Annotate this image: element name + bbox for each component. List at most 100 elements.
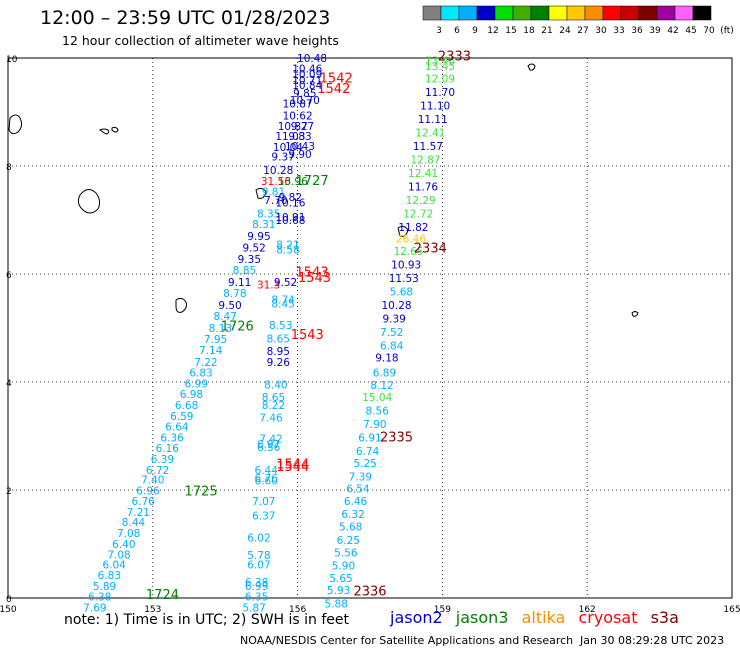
wave-height-label: 6.83 xyxy=(98,570,121,582)
wave-height-label: 7.69 xyxy=(83,603,106,615)
scale-label: 27 xyxy=(577,26,588,35)
wave-height-label: 10.62 xyxy=(283,111,313,123)
x-tick-label: 165 xyxy=(723,605,740,615)
wave-height-label: 6.74 xyxy=(356,446,380,458)
wave-height-label: 10.09 xyxy=(292,69,322,81)
wave-height-label: 10.93 xyxy=(391,260,421,272)
wave-height-label: 11.03 xyxy=(275,131,305,143)
pass-time-label: 1543 xyxy=(296,266,329,281)
pass-time-label: 1542 xyxy=(317,82,350,97)
island-outline xyxy=(527,63,536,71)
wave-height-label: 6.32 xyxy=(341,509,364,521)
wave-height-label: 13.46 xyxy=(425,55,455,67)
wave-height-label: 6.44 xyxy=(255,465,279,477)
y-tick-label: 2 xyxy=(6,487,12,497)
wave-height-label: 11.10 xyxy=(420,100,450,112)
wave-height-label: 5.87 xyxy=(242,603,265,615)
wave-height-label: 8.13 xyxy=(209,323,232,335)
wave-height-label: 9.83 xyxy=(288,131,311,143)
wave-height-label: 8.45 xyxy=(271,298,294,310)
wave-height-label: 10.87 xyxy=(283,99,313,111)
wave-height-label: 10.28 xyxy=(382,300,412,312)
island-outline xyxy=(111,126,119,133)
wave-height-label: 7.95 xyxy=(204,334,227,346)
satellite-legend: jason2 jason3 altika cryosat s3a xyxy=(390,608,687,627)
wave-height-label: 6.37 xyxy=(252,511,275,523)
island-outline xyxy=(8,114,23,135)
wave-height-label: 6.96 xyxy=(136,485,160,497)
wave-height-label: 12.41 xyxy=(408,168,438,180)
wave-height-label: 9.90 xyxy=(288,149,311,161)
pass-time-label: 1544 xyxy=(276,457,309,472)
wave-height-label: 13.96 xyxy=(278,176,308,188)
wave-height-label: 6.25 xyxy=(337,535,360,547)
wave-height-label: 7.08 xyxy=(107,550,130,562)
wave-height-label: 7.42 xyxy=(259,433,282,445)
wave-height-label: 6.46 xyxy=(344,496,368,508)
wave-height-label: 9.52 xyxy=(242,242,265,254)
legend-jason3: jason3 xyxy=(455,608,509,627)
wave-height-label: 9.11 xyxy=(228,277,251,289)
note-text: note: 1) Time is in UTC; 2) SWH is in fe… xyxy=(64,612,350,628)
wave-height-label: 6.16 xyxy=(156,443,180,455)
scale-label: 30 xyxy=(595,26,607,35)
scale-label: 33 xyxy=(613,26,624,35)
color-scale: 3 6 9 12 15 18 21 24 27 30 33 36 39 42 45 70 (ft) xyxy=(422,5,734,35)
wave-height-label: 9.50 xyxy=(218,300,241,312)
wave-height-label: 12.41 xyxy=(415,127,445,139)
island-outline xyxy=(255,187,267,199)
wave-height-label: 26.46 xyxy=(396,234,426,246)
wave-height-label: 7.21 xyxy=(127,507,150,519)
timestamp-text: Jan 30 08:29:28 UTC 2023 xyxy=(580,634,725,647)
wave-height-label: 6.83 xyxy=(189,368,212,380)
y-tick-label: 8 xyxy=(6,163,12,173)
island-outline xyxy=(77,189,101,214)
scale-label: 42 xyxy=(667,26,678,35)
wave-height-label: 8.78 xyxy=(223,288,246,300)
wave-height-label: 7.52 xyxy=(380,327,403,339)
scale-label: 6 xyxy=(454,26,460,35)
wave-height-label: 10.70 xyxy=(290,95,320,107)
pass-time-label: 1544 xyxy=(276,460,309,475)
wave-height-label: 11.70 xyxy=(425,87,455,99)
wave-height-label: 9.27 xyxy=(291,121,314,133)
wave-height-label: 10.91 xyxy=(275,212,305,224)
wave-height-label: 6.38 xyxy=(88,592,111,604)
scale-label: 12 xyxy=(487,26,498,35)
wave-height-label: 9.52 xyxy=(274,277,297,289)
wave-height-label: 12.87 xyxy=(410,154,440,166)
wave-height-label: 6.56 xyxy=(257,442,281,454)
wave-height-label: 6.54 xyxy=(346,484,370,496)
pass-time-label: 1724 xyxy=(146,588,179,603)
pass-time-label: 2333 xyxy=(438,50,471,65)
wave-height-label: 6.02 xyxy=(247,532,270,544)
wave-height-label: 10.48 xyxy=(297,53,327,65)
wave-height-label: 10.46 xyxy=(292,64,322,76)
wave-height-label: 9.82 xyxy=(279,192,302,204)
wave-height-label: 9.26 xyxy=(267,357,291,369)
wave-height-label: 5.56 xyxy=(334,547,358,559)
scale-label: 15 xyxy=(505,26,516,35)
wave-height-label: 9.39 xyxy=(382,314,405,326)
wave-height-label: 6.04 xyxy=(102,559,126,571)
wave-height-label: 9.37 xyxy=(271,152,294,164)
legend-cryosat: cryosat xyxy=(578,608,638,627)
wave-height-label: 31.56 xyxy=(261,176,291,188)
wave-height-label: 6.99 xyxy=(185,378,208,390)
wave-height-label: 6.40 xyxy=(112,539,135,551)
wave-height-label: 6.91 xyxy=(358,432,381,444)
wave-height-label: 12.72 xyxy=(403,208,433,220)
scale-label: 21 xyxy=(541,26,552,35)
scale-label: 39 xyxy=(649,26,661,35)
legend-altika: altika xyxy=(521,608,566,627)
wave-height-label: 8.21 xyxy=(276,240,299,252)
wave-height-label: 6.36 xyxy=(160,432,184,444)
wave-height-label: 7.22 xyxy=(194,357,217,369)
wave-height-label: 6.98 xyxy=(180,389,203,401)
wave-height-label: 8.35 xyxy=(257,208,280,220)
wave-height-label: 7.70 xyxy=(264,195,287,207)
wave-height-label: 11.57 xyxy=(413,141,443,153)
wave-height-label: 9.18 xyxy=(375,352,398,364)
wave-height-label: 6.38 xyxy=(245,577,268,589)
wave-height-label: 8.85 xyxy=(233,265,256,277)
